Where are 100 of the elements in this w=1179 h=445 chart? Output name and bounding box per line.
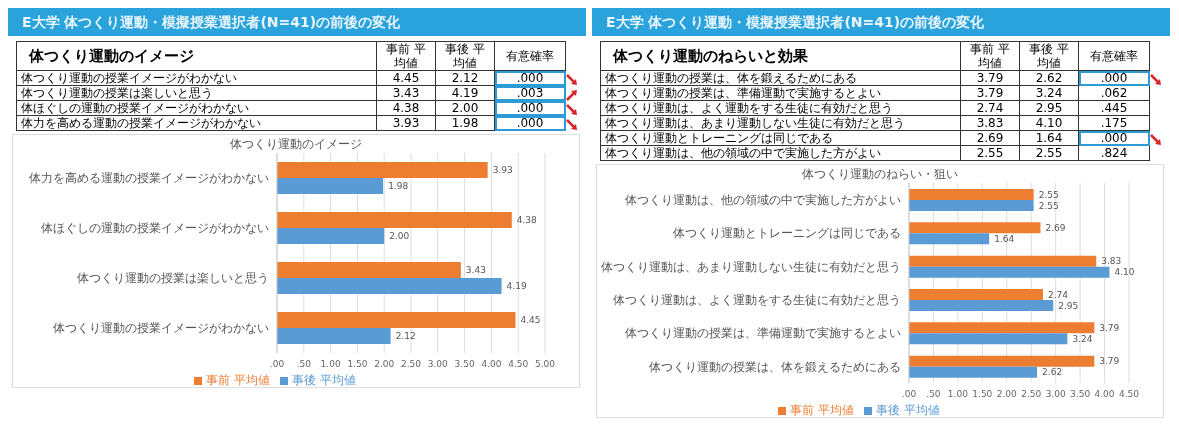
text: 2.12 (451, 71, 479, 85)
y-tick-label: 体つくり運動は、他の領域の中で実施した方がよい (625, 192, 901, 207)
legend-label: 事後 平均値 (876, 403, 940, 417)
data-label: 4.45 (520, 315, 541, 326)
x-tick-label: .50 (926, 389, 941, 400)
data-label: 3.79 (1099, 356, 1120, 367)
x-tick-label: 2.50 (1021, 389, 1042, 400)
y-tick-label: 体つくり運動は、あまり運動しない生徒に有効だと思う (601, 259, 901, 274)
data-label: 2.74 (1047, 289, 1069, 300)
x-tick-label: 1.00 (947, 389, 969, 400)
text: 2.00 (451, 101, 479, 115)
text: 3.83 (976, 116, 1004, 130)
x-tick-label: 3.50 (454, 359, 475, 370)
text: .003 (494, 85, 566, 101)
y-tick-label: 体つくり運動は、よく運動をする生徒に有効だと思う (613, 292, 901, 307)
legend-label: 事前 平均値 (790, 403, 854, 417)
text: 体つくり運動のねらい・狙い (801, 166, 959, 181)
text: 3.79 (976, 86, 1004, 100)
data-label: 3.93 (492, 165, 513, 176)
text: 3.79 (976, 71, 1004, 85)
text: 2.55 (976, 146, 1004, 160)
data-label: 1.98 (388, 181, 409, 192)
chart-title: E大学 体つくり運動・模擬授業選択者(N=41)の前後の変化 (8, 8, 586, 36)
x-tick-label: 4.50 (508, 359, 529, 370)
y-tick-label: 体つくり運動とトレーニングは同じである (673, 226, 901, 241)
text: 2.55 (1035, 146, 1063, 160)
data-label: 2.69 (1045, 223, 1066, 234)
y-tick-label: 体つくり運動の授業は楽しいと思う (77, 271, 269, 286)
category-label: 体ほぐしの運動の授業イメージがわかない (21, 101, 249, 115)
data-label: 4.38 (516, 215, 538, 226)
data-label: 3.79 (1099, 323, 1120, 334)
text: 事後 平均値 (1029, 42, 1069, 70)
data-label: 2.00 (389, 231, 410, 242)
data-label: 1.64 (994, 234, 1015, 245)
text: 4.10 (1035, 116, 1063, 130)
x-tick-label: 2.50 (400, 359, 422, 370)
text: .000 (494, 115, 566, 131)
text: 体つくり運動のイメージ (229, 136, 363, 151)
text: 体つくり運動のイメージ (16, 41, 377, 71)
text: 事後 平均値 (445, 42, 485, 70)
data-label: 2.95 (1058, 300, 1079, 311)
legend-label: 事前 平均値 (206, 373, 270, 387)
x-tick-label: 1.50 (972, 389, 993, 400)
y-tick-label: 体力を高める運動の授業イメージがわかない (29, 171, 269, 186)
data-label: 2.55 (1038, 189, 1059, 200)
text: 1.64 (1035, 131, 1063, 145)
x-tick-label: 2.00 (374, 359, 395, 370)
data-label: 4.19 (506, 281, 527, 292)
text: 1.98 (451, 116, 479, 130)
x-tick-label: .50 (296, 359, 312, 370)
x-tick-label: 4.50 (1118, 389, 1140, 400)
data-label: 3.43 (465, 265, 486, 276)
text: .000 (1078, 130, 1150, 146)
text: .062 (1078, 85, 1150, 101)
text: 2.95 (1035, 101, 1063, 115)
x-tick-label: 1.50 (347, 359, 368, 370)
data-label: 3.83 (1101, 256, 1122, 267)
data-label: 4.10 (1114, 267, 1135, 278)
text: 3.24 (1035, 86, 1063, 100)
y-tick-label: 体つくり運動の授業は、準備運動で実施するとよい (625, 326, 901, 341)
data-label: 2.62 (1042, 367, 1063, 378)
text: 有意確率 (494, 41, 566, 71)
text: .445 (1078, 100, 1150, 116)
text: .000 (494, 70, 566, 86)
x-tick-label: 3.50 (1070, 389, 1091, 400)
y-tick-label: 体ほぐしの運動の授業イメージがわかない (41, 221, 269, 236)
text: 2.69 (976, 131, 1004, 145)
text: 体つくり運動のねらいと効果 (600, 41, 961, 71)
x-tick-label: 3.00 (1045, 389, 1066, 400)
x-tick-label: 2.00 (996, 389, 1018, 400)
x-tick-label: 3.00 (427, 359, 449, 370)
data-label: 2.55 (1038, 200, 1059, 211)
y-tick-label: 体つくり運動の授業は、体を鍛えるためにある (649, 359, 901, 374)
data-label: 2.12 (395, 331, 416, 342)
text: 4.19 (451, 86, 479, 100)
text: 有意確率 (1078, 41, 1150, 71)
x-tick-label: 4.00 (1094, 389, 1115, 400)
x-tick-label: 5.00 (534, 359, 556, 370)
text: 2.74 (976, 101, 1004, 115)
text: .000 (1078, 70, 1150, 86)
x-tick-label: 1.00 (320, 359, 341, 370)
text: 事前 平均値 (386, 42, 426, 70)
legend-label: 事後 平均値 (292, 373, 356, 387)
text: 3.43 (392, 86, 420, 100)
text: 4.38 (392, 101, 420, 115)
category-label: 体つくり運動の授業イメージがわかない (21, 71, 237, 85)
text: .000 (494, 100, 566, 116)
category-label: 体つくり運動の授業は楽しいと思う (21, 86, 213, 100)
y-tick-label: 体つくり運動の授業イメージがわかない (53, 321, 269, 336)
x-tick-label: .00 (269, 359, 285, 370)
text: E大学 体つくり運動・模擬授業選択者(N=41)の前後の変化 (592, 8, 1170, 36)
text: .824 (1078, 145, 1150, 161)
x-tick-label: .00 (901, 389, 917, 400)
data-label: 3.24 (1072, 334, 1093, 345)
x-tick-label: 4.00 (481, 359, 502, 370)
text: 2.62 (1035, 71, 1063, 85)
text: 事前 平均値 (970, 42, 1010, 70)
text: 3.93 (392, 116, 420, 130)
text: 4.45 (392, 71, 420, 85)
text: .175 (1078, 115, 1150, 131)
